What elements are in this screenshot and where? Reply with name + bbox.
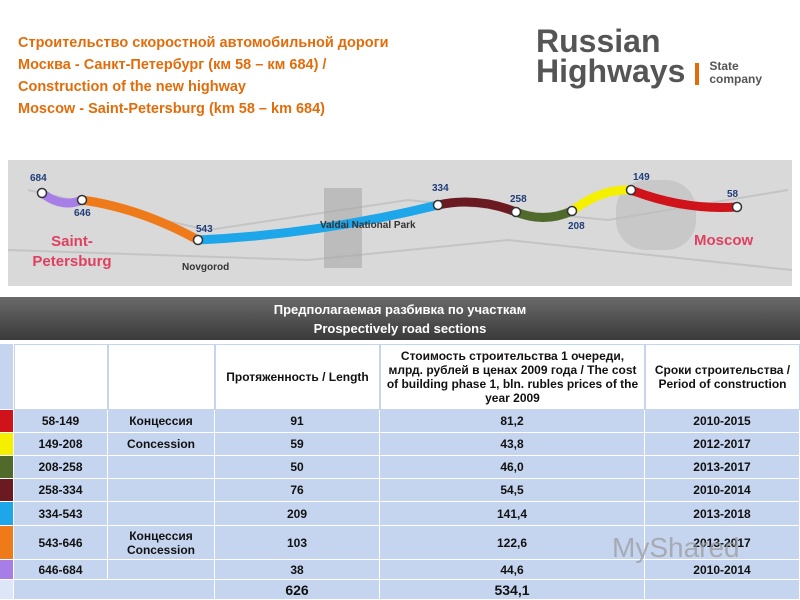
city-area xyxy=(616,180,696,250)
concession-cell xyxy=(108,479,215,502)
length-cell: 209 xyxy=(215,502,380,526)
route-segment xyxy=(77,195,203,245)
logo-bar xyxy=(695,63,700,85)
place-label: Petersburg xyxy=(32,253,111,270)
length-cell: 38 xyxy=(215,560,380,580)
watermark: MyShared xyxy=(612,532,740,563)
km-label: 334 xyxy=(432,183,449,194)
title-line: Construction of the new highway xyxy=(18,79,246,95)
cost-cell: 81,2 xyxy=(380,410,645,433)
km-label: 684 xyxy=(30,173,47,184)
total-length: 626 xyxy=(215,580,380,600)
cost-cell: 141,4 xyxy=(380,502,645,526)
km-label: 543 xyxy=(196,224,213,235)
length-cell: 76 xyxy=(215,479,380,502)
section-cell: 149-208 xyxy=(14,433,108,456)
length-cell: 50 xyxy=(215,456,380,479)
concession-cell xyxy=(108,560,215,580)
header-cell: Сроки строительства / Period of construc… xyxy=(645,344,800,410)
route-segment xyxy=(626,185,742,212)
section-cell: 208-258 xyxy=(14,456,108,479)
logo-tag: State xyxy=(709,59,739,73)
concession-cell: Концессия xyxy=(108,410,215,433)
table-title: Предполагаемая разбивка по участкам Prosp… xyxy=(0,297,800,340)
header-cell xyxy=(108,344,215,410)
period-cell: 2013-2017 xyxy=(645,456,800,479)
km-marker xyxy=(731,201,743,213)
logo-tag: company xyxy=(709,72,763,86)
length-cell: 103 xyxy=(215,526,380,560)
cost-cell: 122,6 xyxy=(380,526,645,560)
title-line: Moscow - Saint-Petersburg (km 58 – km 68… xyxy=(18,101,326,117)
km-marker xyxy=(510,206,522,218)
km-label: 646 xyxy=(74,208,91,219)
cost-cell: 43,8 xyxy=(380,433,645,456)
row-swatch xyxy=(0,479,14,502)
place-label: Saint- xyxy=(51,233,93,250)
concession-cell xyxy=(108,502,215,526)
length-cell: 91 xyxy=(215,410,380,433)
row-swatch xyxy=(0,502,14,526)
km-marker xyxy=(192,234,204,246)
title: Строительство скоростной автомобильной д… xyxy=(18,32,389,120)
period-cell: 2013-2018 xyxy=(645,502,800,526)
length-cell: 59 xyxy=(215,433,380,456)
km-label: 258 xyxy=(510,194,527,205)
period-cell: 2010-2014 xyxy=(645,560,800,580)
route-segment xyxy=(193,200,443,245)
route-segment xyxy=(433,197,521,217)
section-cell: 258-334 xyxy=(14,479,108,502)
table-title-line: Предполагаемая разбивка по участкам xyxy=(273,302,527,317)
logo-text: Highways xyxy=(536,53,686,89)
period-cell: 2013-2017 xyxy=(645,526,800,560)
place-label: Novgorod xyxy=(182,262,229,273)
table-title-line: Prospectively road sections xyxy=(313,321,487,336)
cost-cell: 54,5 xyxy=(380,479,645,502)
header-cell: Стоимость строительства 1 очереди, млрд.… xyxy=(380,344,645,410)
row-swatch xyxy=(0,580,14,600)
cost-cell: 44,6 xyxy=(380,560,645,580)
title-line: Строительство скоростной автомобильной д… xyxy=(18,35,389,51)
row-swatch xyxy=(0,526,14,560)
title-line: Москва - Санкт-Петербург (км 58 – км 684… xyxy=(18,57,327,73)
km-marker xyxy=(566,205,578,217)
km-label: 208 xyxy=(568,221,585,232)
header-cell: Протяженность / Length xyxy=(215,344,380,410)
concession-cell: Концессия Concession xyxy=(108,526,215,560)
header-cell xyxy=(14,344,108,410)
row-swatch xyxy=(0,410,14,433)
concession-cell: Concession xyxy=(108,433,215,456)
period-cell: 2010-2015 xyxy=(645,410,800,433)
section-cell: 543-646 xyxy=(14,526,108,560)
route-segment xyxy=(567,185,636,216)
place-label: Valdai National Park xyxy=(320,220,416,231)
total-cell xyxy=(14,580,215,600)
table: Предполагаемая разбивка по участкам Prosp… xyxy=(0,297,800,600)
total-cell xyxy=(645,580,800,600)
km-marker xyxy=(625,184,637,196)
km-marker xyxy=(76,194,88,206)
section-cell: 646-684 xyxy=(14,560,108,580)
total-cost: 534,1 xyxy=(380,580,645,600)
km-marker xyxy=(36,187,48,199)
map: 684 646 543 334 258 208 149 58 Saint- Petersburg N… xyxy=(8,160,792,286)
km-label: 58 xyxy=(727,189,739,200)
row-swatch xyxy=(0,456,14,479)
period-cell: 2012-2017 xyxy=(645,433,800,456)
logo-text: Russian xyxy=(536,23,661,59)
section-cell: 334-543 xyxy=(14,502,108,526)
header-cell xyxy=(0,344,14,410)
row-swatch xyxy=(0,433,14,456)
place-label: Moscow xyxy=(694,232,754,249)
km-label: 149 xyxy=(633,172,650,183)
concession-cell xyxy=(108,456,215,479)
logo: Russian Highways State company xyxy=(536,23,763,89)
period-cell: 2010-2014 xyxy=(645,479,800,502)
row-swatch xyxy=(0,560,14,580)
km-marker xyxy=(432,199,444,211)
section-cell: 58-149 xyxy=(14,410,108,433)
cost-cell: 46,0 xyxy=(380,456,645,479)
